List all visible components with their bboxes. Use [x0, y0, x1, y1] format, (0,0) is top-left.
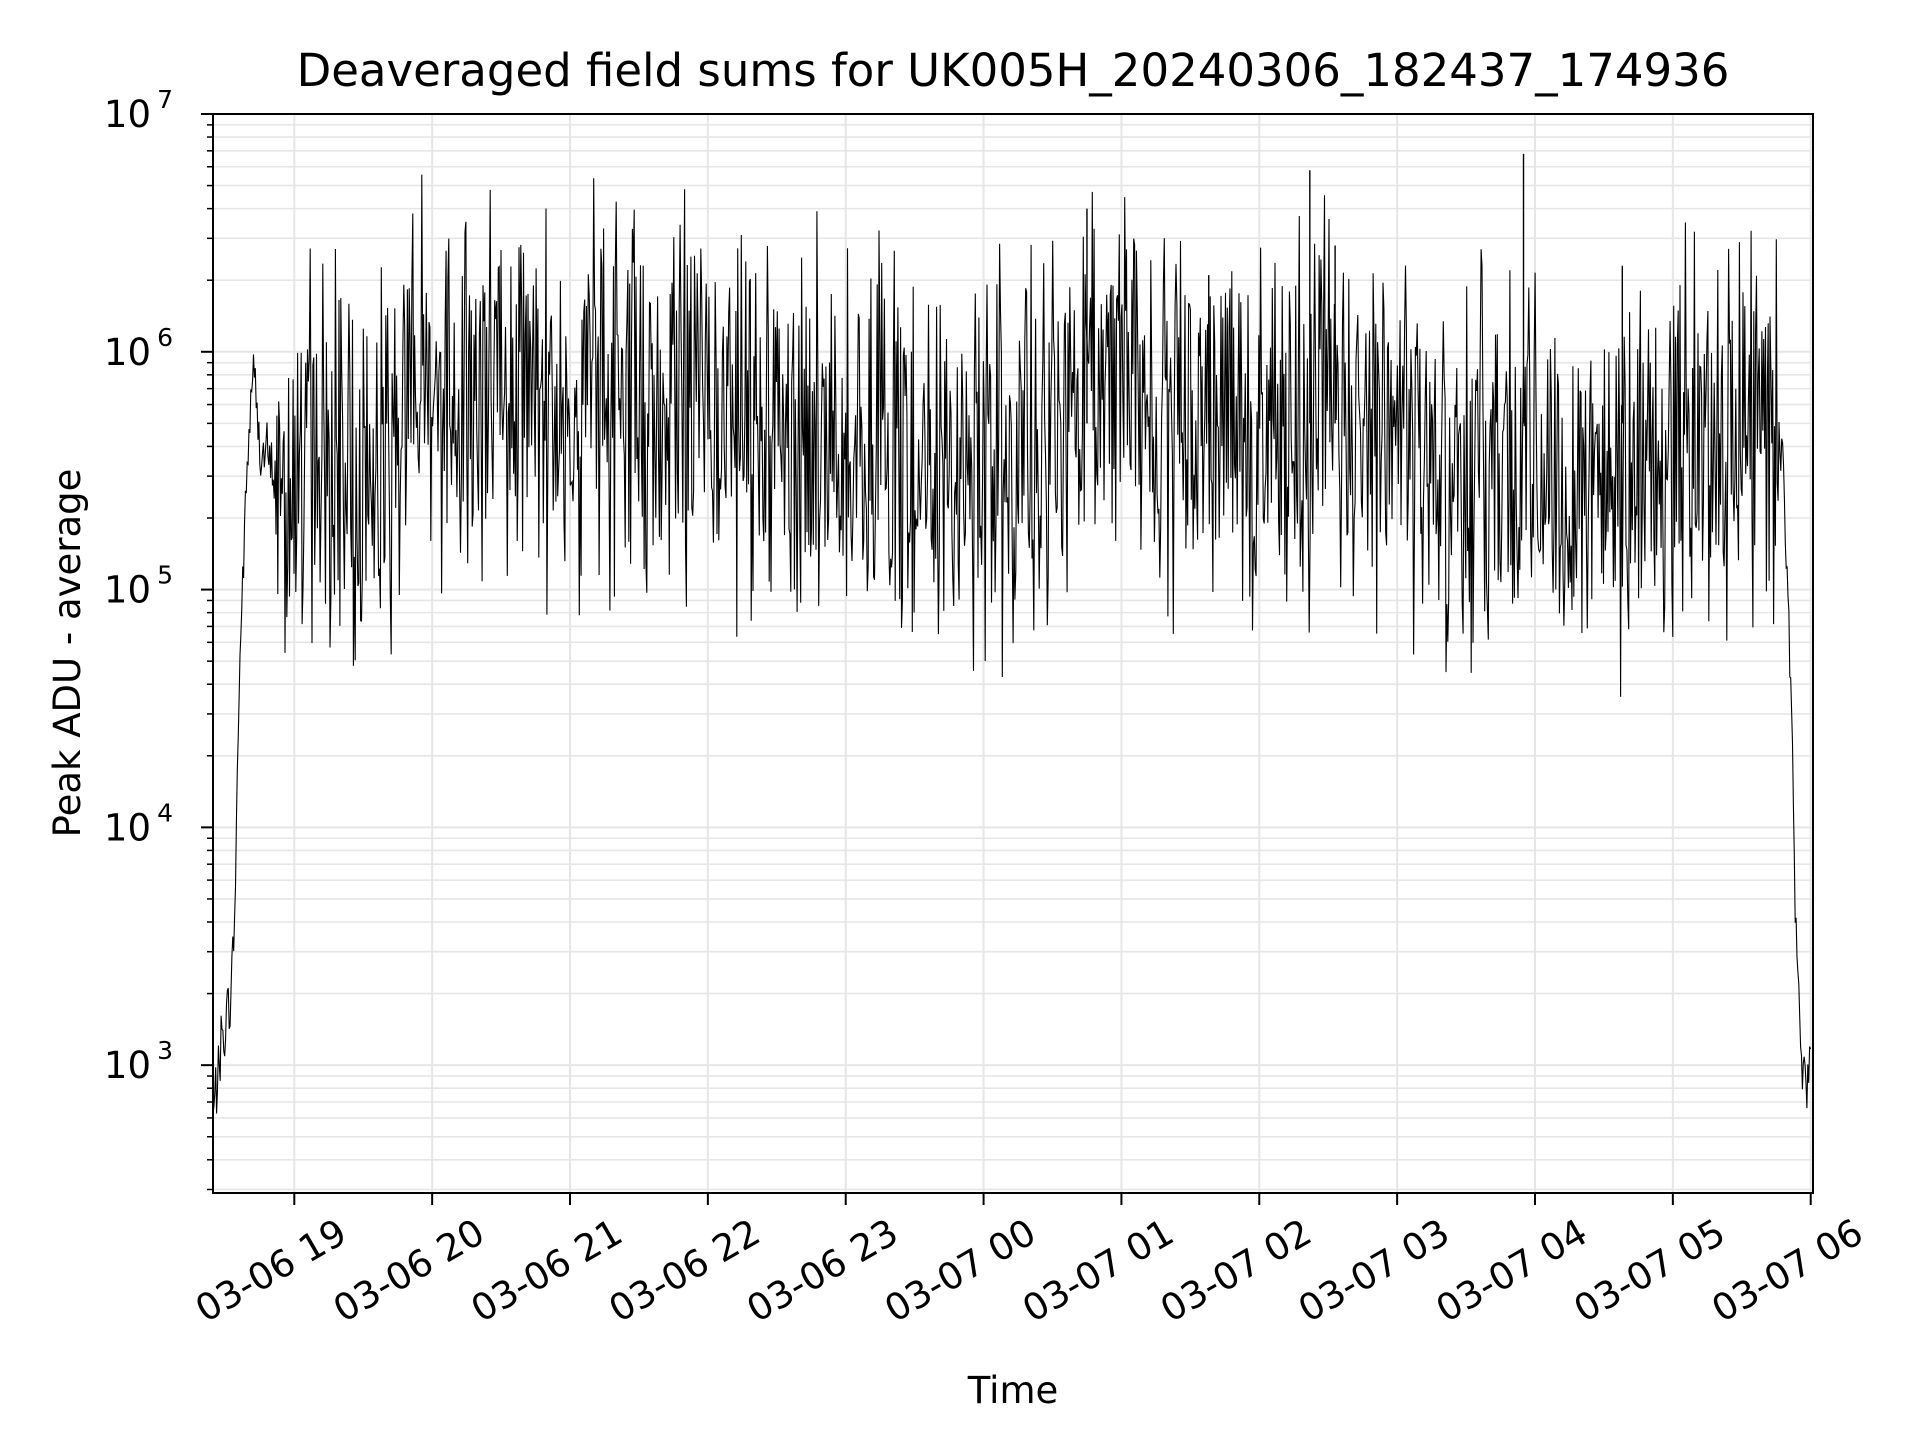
plot-frame	[212, 113, 1814, 1194]
y-tick-label: 10	[104, 806, 151, 849]
x-tick-label: 03-06 19	[188, 1211, 354, 1331]
x-tick-label: 03-07 04	[1429, 1211, 1595, 1331]
y-tick-exponent: 6	[157, 323, 173, 352]
x-tick-label: 03-07 00	[878, 1211, 1044, 1331]
y-tick-exponent: 7	[157, 85, 173, 114]
y-tick-exponent: 3	[157, 1036, 173, 1065]
y-tick-label: 10	[104, 569, 151, 612]
y-axis-label: Peak ADU - average	[46, 469, 89, 838]
grid	[213, 113, 1813, 1193]
x-tick-label: 03-07 01	[1015, 1211, 1181, 1331]
series-line	[212, 174, 1812, 1114]
x-tick-label: 03-06 22	[602, 1211, 768, 1331]
x-axis-label: Time	[967, 1369, 1059, 1412]
x-tick-label: 03-07 05	[1567, 1211, 1733, 1331]
y-tick-label: 10	[104, 331, 151, 374]
plot-area	[212, 153, 1812, 1114]
x-tick-label: 03-06 23	[740, 1211, 906, 1331]
y-tick-exponent: 5	[157, 561, 173, 590]
x-tick-label: 03-06 21	[464, 1211, 630, 1331]
x-tick-label: 03-07 02	[1153, 1211, 1319, 1331]
y-tick-label: 10	[104, 93, 151, 136]
x-tick-label: 03-07 06	[1705, 1211, 1871, 1331]
x-tick-label: 03-06 20	[326, 1211, 492, 1331]
y-tick-exponent: 4	[157, 798, 173, 827]
chart-title: Deaveraged field sums for UK005H_2024030…	[297, 44, 1730, 97]
x-tick-label: 03-07 03	[1291, 1211, 1457, 1331]
y-tick-label: 10	[104, 1044, 151, 1087]
